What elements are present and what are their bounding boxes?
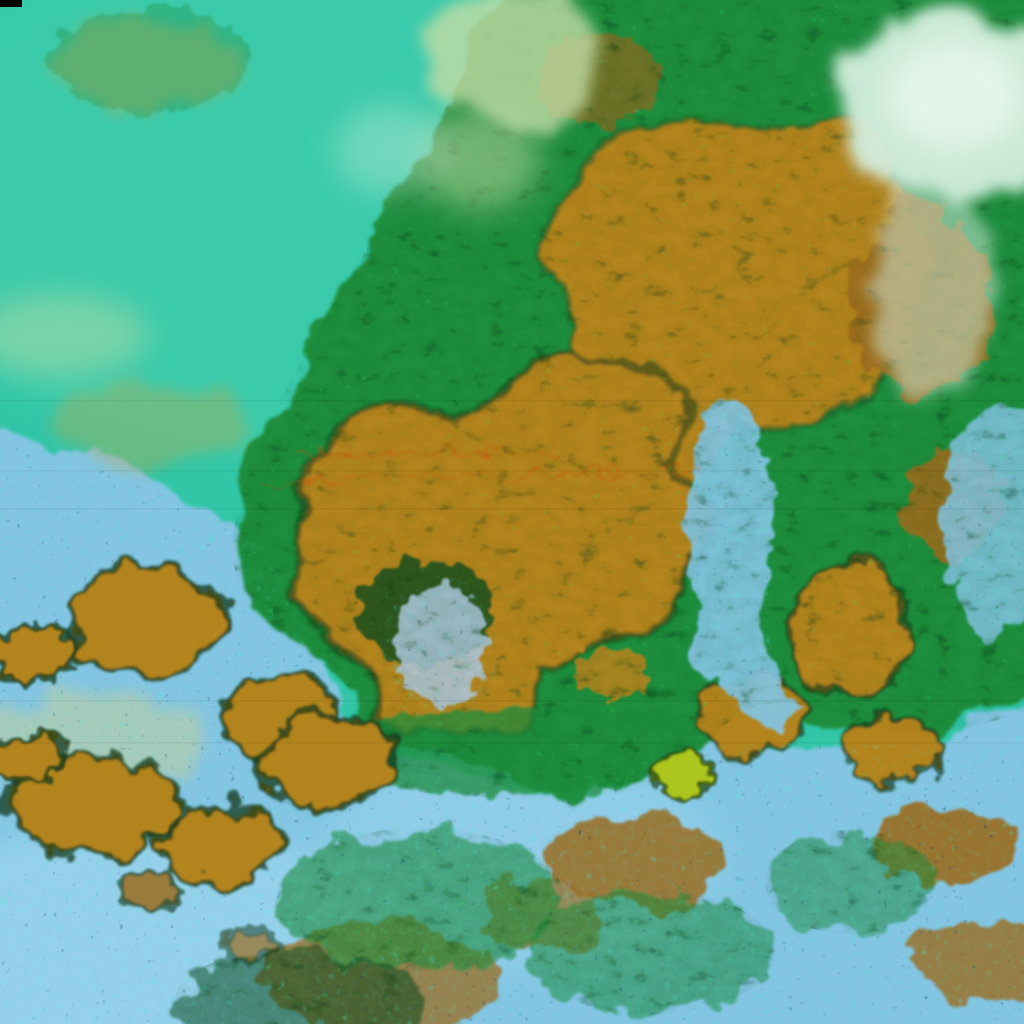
scanline-group: [0, 400, 1024, 744]
corner-artifact: [0, 0, 22, 7]
